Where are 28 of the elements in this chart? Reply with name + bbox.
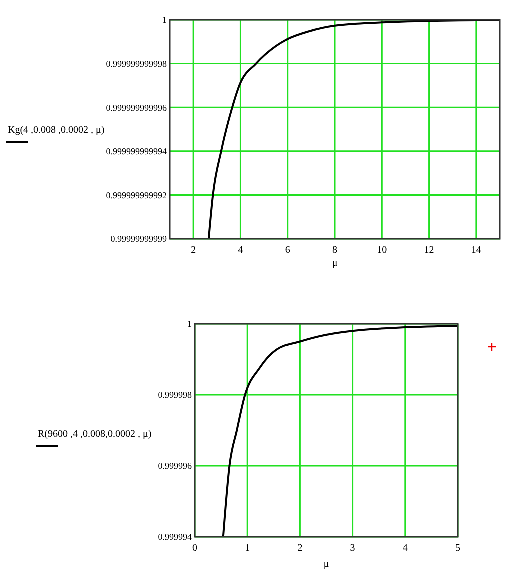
x-axis-title: μ <box>324 559 330 570</box>
y-tick-label: 0.99999999999 <box>110 234 168 244</box>
x-tick-label: 4 <box>238 245 244 256</box>
y-tick-label: 0.999999999994 <box>106 146 168 157</box>
y-tick-label: 0.999994 <box>158 532 192 542</box>
x-tick-label: 8 <box>332 245 338 256</box>
x-axis-title: μ <box>332 258 338 269</box>
x-tick-label: 2 <box>191 245 196 256</box>
y-tick-label: 0.999999999996 <box>106 102 168 113</box>
x-tick-label: 10 <box>377 245 388 256</box>
x-tick-label: 5 <box>456 543 460 554</box>
x-tick-label: 12 <box>424 245 434 256</box>
x-tick-label: 2 <box>298 543 303 554</box>
y-tick-label: 0.999999999992 <box>106 190 167 200</box>
x-tick-label: 4 <box>402 543 408 554</box>
line-series <box>208 19 501 240</box>
y-tick-label: 1 <box>162 15 167 26</box>
x-tick-label: 6 <box>285 245 290 256</box>
y-tick-label: 0.999996 <box>158 461 192 472</box>
x-tick-label: 14 <box>471 245 482 256</box>
y-tick-label: 0.999998 <box>158 390 192 400</box>
y-axis-title: Kg(4 ,0.008 ,0.0002 , μ) <box>8 125 105 136</box>
x-tick-label: 3 <box>350 543 356 554</box>
y-axis-title: R(9600 ,4 ,0.008,0.0002 , μ) <box>38 429 152 440</box>
x-tick-label: 1 <box>245 543 250 554</box>
y-tick-label: 0.999999999998 <box>106 58 168 69</box>
x-tick-label: 0 <box>192 543 198 554</box>
y-tick-label: 1 <box>188 319 192 330</box>
